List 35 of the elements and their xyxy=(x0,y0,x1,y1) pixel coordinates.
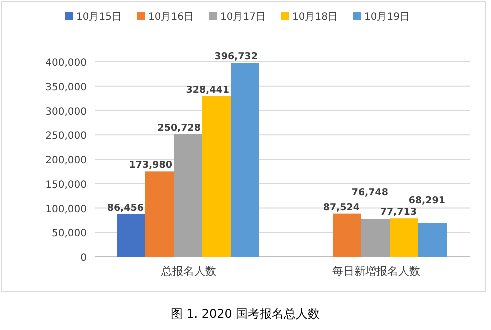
data-label: 250,728 xyxy=(158,122,202,134)
data-label: 76,748 xyxy=(352,188,389,199)
y-tick-label: 50,000 xyxy=(52,228,87,240)
legend-label: 10月18日 xyxy=(292,12,338,23)
data-label: 86,456 xyxy=(107,202,144,214)
y-tick-label: 300,000 xyxy=(46,106,87,118)
caption: 图 1. 2020 国考报名总人数 xyxy=(170,307,320,321)
data-label: 87,524 xyxy=(323,202,360,214)
bar xyxy=(362,219,390,258)
data-label: 77,713 xyxy=(380,207,417,218)
bar xyxy=(117,214,146,258)
y-tick-label: 350,000 xyxy=(46,82,87,94)
x-tick-label: 每日新增报名人数 xyxy=(332,265,420,278)
bar xyxy=(390,218,418,258)
legend-label: 10月17日 xyxy=(220,12,266,23)
y-tick-label: 400,000 xyxy=(46,58,87,69)
data-label: 173,980 xyxy=(129,160,173,172)
data-label: 396,732 xyxy=(214,52,258,63)
y-tick-label: 200,000 xyxy=(46,156,87,166)
bar xyxy=(231,63,260,258)
y-tick-label: 150,000 xyxy=(46,180,87,191)
legend-label: 10月19日 xyxy=(364,12,410,23)
y-tick-label: 0 xyxy=(80,253,87,264)
bar xyxy=(333,214,362,258)
bar xyxy=(202,96,231,258)
legend-label: 10月15日 xyxy=(76,12,122,23)
data-label: 328,441 xyxy=(186,84,230,96)
y-tick-label: 100,000 xyxy=(46,204,87,216)
legend-label: 10月16日 xyxy=(148,12,194,23)
bar xyxy=(146,172,174,258)
bar xyxy=(174,134,202,258)
y-tick-label: 250,000 xyxy=(46,131,87,142)
bar xyxy=(418,223,447,258)
data-label: 68,291 xyxy=(408,196,446,207)
x-tick-label: 总报名人数 xyxy=(160,265,216,278)
